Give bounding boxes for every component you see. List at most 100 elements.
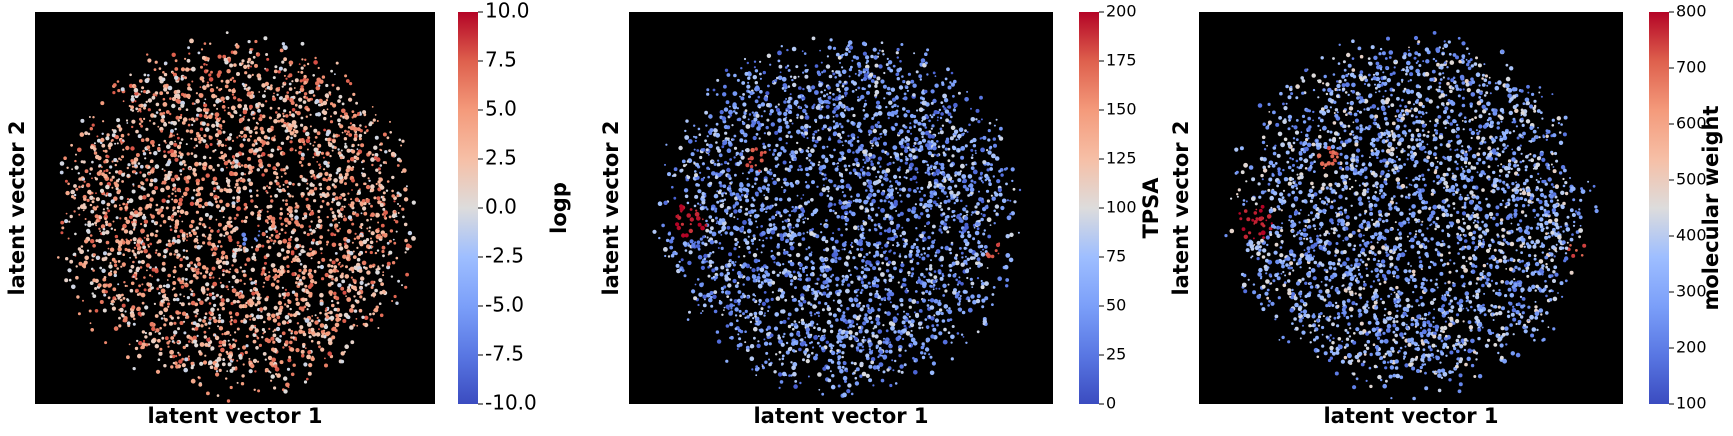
scatter-point [199,361,204,366]
scatter-point [138,292,142,296]
scatter-point [222,120,226,124]
scatter-point [744,341,747,344]
scatter-point [176,316,180,320]
scatter-point [140,228,145,234]
scatter-point [266,312,271,317]
scatter-point [354,299,358,303]
scatter-point [296,322,300,325]
scatter-point [130,97,135,102]
scatter-point [254,126,258,130]
scatter-point [160,317,164,320]
scatter-point [244,263,247,266]
scatter-point [860,280,865,285]
scatter-point [370,231,375,236]
scatter-point [984,296,989,301]
scatter-point [777,50,782,56]
scatter-point [919,197,924,202]
scatter-point [841,351,845,355]
scatter-point [803,52,807,55]
scatter-point [862,341,865,344]
scatter-point [177,327,180,331]
scatter-point [713,290,718,294]
scatter-point [113,158,118,162]
scatter-point [298,329,303,334]
scatter-point [323,335,327,339]
scatter-point [144,335,148,339]
scatter-point [335,269,338,272]
scatter-point [942,212,946,216]
scatter-point [142,245,147,250]
scatter-point [126,174,130,178]
scatter-point [126,197,130,201]
scatter-point [727,283,732,288]
scatter-point [680,258,684,262]
scatter-point [888,185,892,188]
scatter-point [324,363,328,368]
scatter-point [379,291,383,295]
scatter-point [373,196,377,200]
scatter-point [254,131,258,135]
scatter-point [225,166,228,169]
scatter-point [271,313,276,319]
scatter-point [172,281,177,285]
scatter-point [130,313,135,318]
scatter-point [307,350,312,355]
scatter-point [263,281,266,284]
scatter-point [770,249,773,253]
scatter-point [140,90,143,93]
scatter-point [125,145,130,151]
scatter-point [225,202,230,208]
scatter-point [185,249,188,253]
scatter-point [252,333,257,337]
scatter-point [286,304,290,308]
scatter-point [830,275,833,278]
scatter-point [266,191,269,194]
scatter-point [167,172,172,177]
scatter-point [233,87,235,90]
scatter-point [275,285,280,290]
scatter-point [175,364,179,368]
scatter-point [787,312,792,317]
scatter-point [249,318,252,321]
scatter-point [211,266,216,271]
scatter-point [305,301,310,307]
scatter-point [242,363,245,366]
scatter-point [341,192,346,197]
scatter-point [216,86,219,89]
scatter-point [198,217,204,222]
scatter-point [118,245,121,248]
scatter-point [185,143,188,146]
scatter-point [272,97,276,101]
scatter-point [99,188,105,193]
scatter-point [129,239,133,242]
scatter-point [218,117,222,120]
scatter-point [976,294,981,299]
scatter-point [282,238,288,244]
scatter-point [234,159,239,164]
scatter-point [210,248,214,251]
scatter-point [211,254,214,257]
scatter-point [728,252,733,257]
scatter-point [842,311,846,314]
scatter-point [310,327,315,332]
scatter-point [241,62,244,65]
scatter-point [235,291,240,296]
scatter-point [135,242,141,248]
scatter-point [877,308,881,312]
scatter-point [196,181,200,186]
scatter-point [259,126,264,131]
scatter-point [295,301,300,306]
scatter-point [726,148,732,153]
scatter-point [350,198,353,201]
scatter-point [883,71,886,75]
scatter-point [848,75,851,78]
scatter-point [357,143,360,147]
scatter-point [90,209,95,214]
scatter-point [323,160,328,166]
scatter-point [251,246,254,249]
scatter-point [162,298,166,302]
scatter-point [186,58,191,63]
scatter-point [964,97,969,102]
scatter-point [845,369,849,373]
scatter-point [965,187,970,192]
